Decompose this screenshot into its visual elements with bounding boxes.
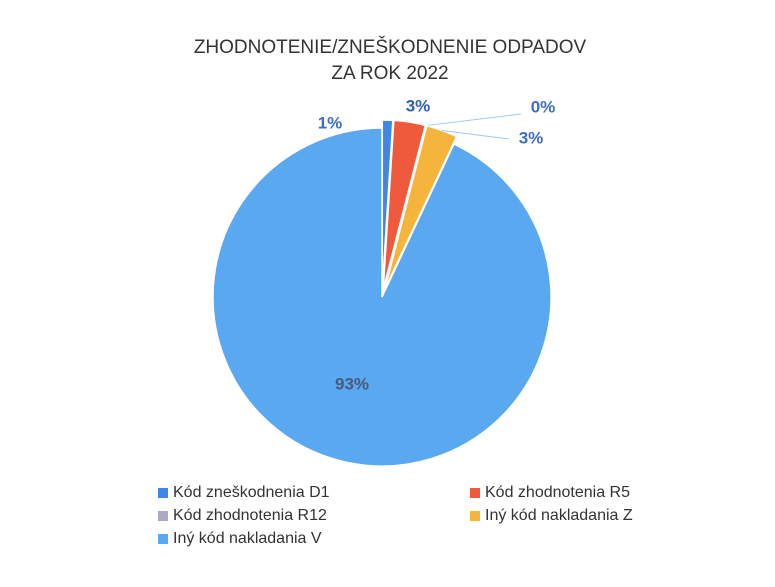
legend-swatch [158, 511, 168, 521]
chart-title: ZA ROK 2022 [331, 63, 448, 84]
legend-swatch [470, 488, 480, 498]
pie-slice [383, 125, 427, 290]
leader-line [425, 113, 522, 127]
legend-swatch [158, 534, 168, 544]
legend-swatch [158, 488, 168, 498]
data-label: 1% [318, 113, 343, 132]
data-label: 3% [519, 128, 544, 147]
legend-label: Iný kód nakladania V [173, 530, 322, 547]
data-label: 93% [335, 374, 369, 393]
legend-label: Kód zhodnotenia R12 [173, 507, 327, 524]
legend-swatch [470, 511, 480, 521]
data-label: 3% [406, 96, 431, 115]
pie-slice [382, 119, 427, 290]
legend-label: Kód zneškodnenia D1 [173, 484, 330, 501]
pie-slice [381, 119, 394, 290]
legend-label: Kód zhodnotenia R5 [485, 484, 630, 501]
data-label: 0% [531, 97, 556, 116]
leader-line [441, 129, 510, 140]
chart-title: ZHODNOTENIE/ZNEŠKODNENIE ODPADOV [194, 36, 587, 58]
pie-slice [383, 124, 458, 290]
pie-slice [212, 127, 552, 467]
legend-label: Iný kód nakladania Z [485, 507, 633, 524]
